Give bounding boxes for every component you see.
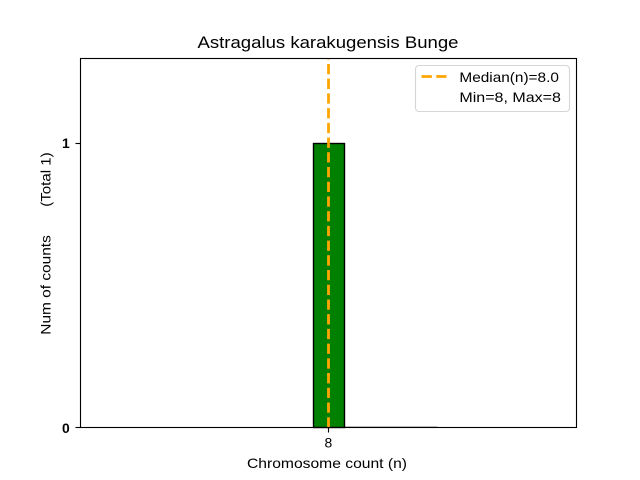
- svg-text:Median(n)=8.0: Median(n)=8.0: [459, 69, 559, 85]
- svg-text:(Total 1): (Total 1): [38, 152, 54, 207]
- svg-text:Astragalus karakugensis Bunge: Astragalus karakugensis Bunge: [198, 33, 459, 52]
- svg-text:1: 1: [62, 135, 70, 151]
- svg-text:0: 0: [62, 420, 70, 436]
- svg-text:8: 8: [325, 435, 333, 451]
- svg-text:Min=8, Max=8: Min=8, Max=8: [459, 89, 561, 105]
- svg-text:Num of counts: Num of counts: [38, 235, 54, 335]
- svg-text:Chromosome count (n): Chromosome count (n): [247, 455, 407, 471]
